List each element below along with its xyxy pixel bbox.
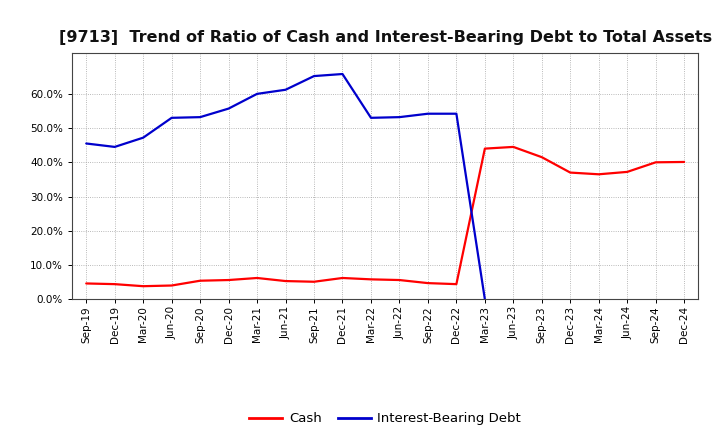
- Legend: Cash, Interest-Bearing Debt: Cash, Interest-Bearing Debt: [244, 407, 526, 431]
- Title: [9713]  Trend of Ratio of Cash and Interest-Bearing Debt to Total Assets: [9713] Trend of Ratio of Cash and Intere…: [58, 29, 712, 45]
